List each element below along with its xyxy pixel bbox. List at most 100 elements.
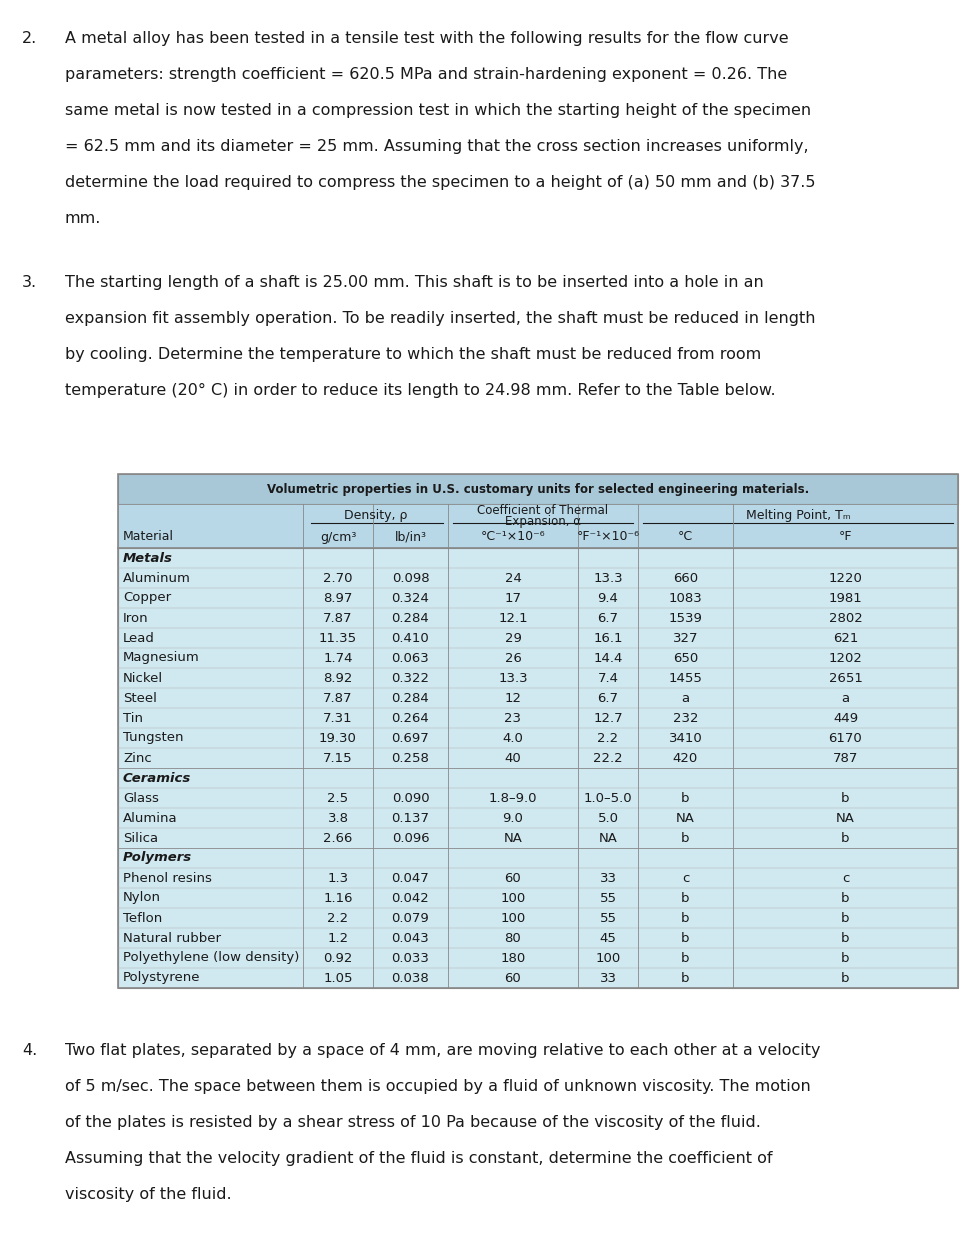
Text: b: b: [681, 952, 689, 964]
Text: 1.05: 1.05: [323, 972, 352, 984]
Text: Zinc: Zinc: [123, 752, 152, 764]
Text: NA: NA: [503, 831, 522, 844]
Text: Melting Point, Tₘ: Melting Point, Tₘ: [745, 509, 850, 521]
Text: 55: 55: [599, 891, 616, 905]
Text: Iron: Iron: [123, 612, 149, 624]
Text: 1.8–9.0: 1.8–9.0: [488, 792, 537, 804]
Text: Polyethylene (low density): Polyethylene (low density): [123, 952, 299, 964]
Text: 100: 100: [595, 952, 620, 964]
Text: 1.16: 1.16: [323, 891, 352, 905]
Text: 1981: 1981: [827, 592, 862, 604]
Text: 14.4: 14.4: [593, 652, 622, 664]
Text: Assuming that the velocity gradient of the fluid is constant, determine the coef: Assuming that the velocity gradient of t…: [65, 1150, 772, 1167]
Text: b: b: [840, 911, 849, 925]
Text: 0.92: 0.92: [323, 952, 352, 964]
Text: 11.35: 11.35: [319, 632, 357, 644]
Text: Alumina: Alumina: [123, 812, 177, 824]
Text: g/cm³: g/cm³: [320, 530, 356, 544]
Text: 4.: 4.: [22, 1042, 37, 1059]
Text: 3.: 3.: [22, 276, 37, 290]
Text: Expansion, α: Expansion, α: [505, 515, 580, 529]
Text: °F⁻¹×10⁻⁶: °F⁻¹×10⁻⁶: [576, 530, 639, 544]
Text: Density, ρ: Density, ρ: [343, 509, 407, 521]
Text: 33: 33: [599, 871, 616, 885]
Text: 1539: 1539: [668, 612, 702, 624]
Text: NA: NA: [598, 831, 617, 844]
Text: Silica: Silica: [123, 831, 158, 844]
Text: 3410: 3410: [668, 731, 701, 745]
Text: b: b: [840, 952, 849, 964]
Text: NA: NA: [676, 812, 694, 824]
Text: b: b: [840, 831, 849, 844]
Text: 5.0: 5.0: [597, 812, 618, 824]
Text: 3.8: 3.8: [328, 812, 348, 824]
Text: 327: 327: [672, 632, 697, 644]
Text: 7.87: 7.87: [323, 691, 352, 705]
Text: 80: 80: [504, 932, 521, 944]
Bar: [118, 474, 957, 988]
Text: 0.410: 0.410: [391, 632, 429, 644]
Text: 2802: 2802: [827, 612, 862, 624]
Text: temperature (20° C) in order to reduce its length to 24.98 mm. Refer to the Tabl: temperature (20° C) in order to reduce i…: [65, 383, 775, 398]
Text: 0.096: 0.096: [391, 831, 429, 844]
Text: b: b: [681, 831, 689, 844]
Text: 449: 449: [832, 711, 857, 725]
Text: 0.033: 0.033: [391, 952, 429, 964]
Text: = 62.5 mm and its diameter = 25 mm. Assuming that the cross section increases un: = 62.5 mm and its diameter = 25 mm. Assu…: [65, 139, 808, 154]
Text: 660: 660: [672, 572, 697, 585]
Text: 621: 621: [832, 632, 858, 644]
Text: Tungsten: Tungsten: [123, 731, 183, 745]
Bar: [118, 474, 957, 504]
Text: 6170: 6170: [827, 731, 862, 745]
Text: by cooling. Determine the temperature to which the shaft must be reduced from ro: by cooling. Determine the temperature to…: [65, 347, 761, 362]
Text: 60: 60: [504, 972, 521, 984]
Text: b: b: [681, 972, 689, 984]
Text: a: a: [840, 691, 849, 705]
Text: b: b: [681, 891, 689, 905]
Text: mm.: mm.: [65, 211, 102, 226]
Text: 16.1: 16.1: [593, 632, 622, 644]
Text: Nylon: Nylon: [123, 891, 160, 905]
Text: °C⁻¹×10⁻⁶: °C⁻¹×10⁻⁶: [480, 530, 545, 544]
Text: 40: 40: [504, 752, 521, 764]
Text: 0.264: 0.264: [391, 711, 429, 725]
Text: 420: 420: [672, 752, 697, 764]
Text: Volumetric properties in U.S. customary units for selected engineering materials: Volumetric properties in U.S. customary …: [267, 483, 808, 495]
Text: 0.090: 0.090: [391, 792, 429, 804]
Text: The starting length of a shaft is 25.00 mm. This shaft is to be inserted into a : The starting length of a shaft is 25.00 …: [65, 276, 763, 290]
Text: 0.322: 0.322: [391, 671, 429, 685]
Text: 6.7: 6.7: [597, 612, 618, 624]
Text: 33: 33: [599, 972, 616, 984]
Text: of the plates is resisted by a shear stress of 10 Pa because of the viscosity of: of the plates is resisted by a shear str…: [65, 1114, 760, 1131]
Text: b: b: [840, 891, 849, 905]
Text: viscosity of the fluid.: viscosity of the fluid.: [65, 1186, 232, 1203]
Text: Material: Material: [123, 530, 174, 544]
Text: 2.: 2.: [22, 31, 37, 46]
Text: 60: 60: [504, 871, 521, 885]
Text: b: b: [840, 792, 849, 804]
Text: A metal alloy has been tested in a tensile test with the following results for t: A metal alloy has been tested in a tensi…: [65, 31, 788, 46]
Text: 1.2: 1.2: [327, 932, 348, 944]
Text: of 5 m/sec. The space between them is occupied by a fluid of unknown viscosity. : of 5 m/sec. The space between them is oc…: [65, 1078, 810, 1095]
Text: 45: 45: [599, 932, 616, 944]
Text: 8.92: 8.92: [323, 671, 352, 685]
Text: 7.4: 7.4: [597, 671, 618, 685]
Text: 0.098: 0.098: [391, 572, 429, 585]
Text: Metals: Metals: [123, 551, 173, 565]
Text: Polymers: Polymers: [123, 851, 192, 865]
Text: 12.1: 12.1: [498, 612, 527, 624]
Text: 180: 180: [500, 952, 525, 964]
Text: 0.324: 0.324: [391, 592, 429, 604]
Text: 0.137: 0.137: [391, 812, 429, 824]
Text: 2651: 2651: [827, 671, 862, 685]
Text: parameters: strength coefficient = 620.5 MPa and strain-hardening exponent = 0.2: parameters: strength coefficient = 620.5…: [65, 67, 786, 82]
Text: same metal is now tested in a compression test in which the starting height of t: same metal is now tested in a compressio…: [65, 103, 811, 118]
Text: b: b: [681, 932, 689, 944]
Text: 2.2: 2.2: [327, 911, 348, 925]
Text: 650: 650: [672, 652, 697, 664]
Text: expansion fit assembly operation. To be readily inserted, the shaft must be redu: expansion fit assembly operation. To be …: [65, 311, 815, 326]
Text: 2.70: 2.70: [323, 572, 352, 585]
Text: 13.3: 13.3: [498, 671, 527, 685]
Text: 1.3: 1.3: [327, 871, 348, 885]
Text: 29: 29: [504, 632, 521, 644]
